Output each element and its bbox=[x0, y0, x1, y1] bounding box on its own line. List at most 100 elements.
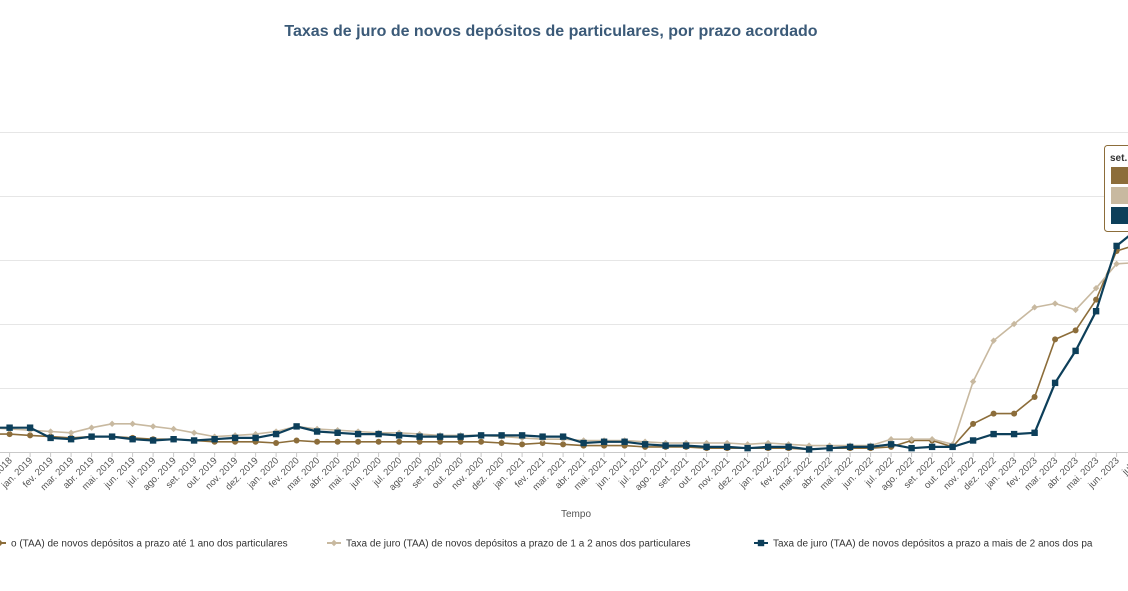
data-point bbox=[27, 432, 34, 439]
data-point bbox=[67, 429, 75, 436]
data-point bbox=[108, 433, 116, 440]
data-point bbox=[1031, 429, 1038, 436]
legend-label: Taxa de juro (TAA) de novos depósitos a … bbox=[773, 539, 1093, 550]
data-point bbox=[928, 436, 936, 443]
data-point bbox=[272, 430, 280, 438]
x-axis-title: Tempo bbox=[561, 509, 591, 520]
data-point bbox=[149, 437, 157, 444]
data-point bbox=[354, 430, 362, 438]
legend[interactable]: o (TAA) de novos depósitos a prazo até 1… bbox=[0, 539, 1093, 550]
data-point bbox=[1051, 379, 1059, 387]
data-point bbox=[375, 430, 382, 438]
data-point bbox=[641, 441, 649, 448]
series-layer bbox=[0, 235, 1128, 453]
data-point bbox=[129, 436, 136, 443]
data-point bbox=[928, 443, 936, 451]
legend-marker bbox=[0, 540, 2, 546]
data-point bbox=[6, 424, 13, 431]
data-point bbox=[26, 424, 34, 431]
data-point bbox=[970, 420, 977, 427]
data-point bbox=[1010, 320, 1018, 328]
data-point bbox=[47, 428, 54, 435]
data-point bbox=[457, 433, 464, 440]
data-point bbox=[1010, 430, 1018, 438]
legend-item-2[interactable]: Taxa de juro (TAA) de novos depósitos a … bbox=[327, 539, 690, 550]
data-point bbox=[969, 437, 977, 444]
data-point bbox=[437, 438, 444, 445]
data-point bbox=[518, 432, 526, 439]
legend-item-1[interactable]: o (TAA) de novos depósitos a prazo até 1… bbox=[0, 539, 288, 550]
data-point bbox=[1072, 306, 1079, 314]
data-point bbox=[375, 438, 382, 445]
data-point bbox=[498, 440, 505, 447]
data-point bbox=[682, 442, 690, 449]
data-point bbox=[170, 425, 177, 433]
data-point bbox=[47, 434, 54, 442]
data-point bbox=[334, 438, 341, 445]
gridlines bbox=[0, 132, 1128, 389]
data-point bbox=[990, 337, 997, 344]
data-point bbox=[108, 420, 116, 428]
data-point bbox=[293, 423, 300, 430]
data-point bbox=[1051, 300, 1059, 307]
data-point bbox=[764, 443, 772, 451]
data-point bbox=[1093, 296, 1100, 303]
data-point bbox=[744, 444, 751, 452]
data-point bbox=[949, 443, 956, 451]
data-point bbox=[395, 432, 403, 439]
data-point bbox=[313, 428, 321, 435]
data-point bbox=[826, 444, 833, 452]
data-point bbox=[785, 443, 792, 451]
data-point bbox=[334, 429, 341, 436]
chart-title: Taxas de juro de novos depósitos de part… bbox=[284, 23, 817, 40]
data-point bbox=[846, 443, 854, 451]
data-point bbox=[560, 441, 567, 448]
tooltip-swatch bbox=[1111, 207, 1128, 224]
data-point bbox=[519, 441, 526, 448]
series-3 bbox=[0, 235, 1128, 453]
data-point bbox=[498, 432, 505, 439]
series-line bbox=[0, 235, 1128, 451]
data-point bbox=[621, 438, 628, 445]
series-line bbox=[0, 246, 1128, 451]
data-point bbox=[580, 439, 587, 447]
data-point bbox=[723, 443, 731, 451]
data-point bbox=[887, 441, 895, 448]
data-point bbox=[67, 436, 75, 443]
legend-item-3[interactable]: Taxa de juro (TAA) de novos depósitos a … bbox=[754, 539, 1093, 550]
legend-marker bbox=[757, 539, 765, 547]
data-point bbox=[908, 436, 915, 443]
tooltip-swatch bbox=[1111, 187, 1128, 204]
data-point bbox=[867, 443, 874, 451]
data-point bbox=[1031, 304, 1038, 311]
tooltip: set. bbox=[1104, 145, 1128, 232]
legend-label: Taxa de juro (TAA) de novos depósitos a … bbox=[346, 539, 690, 550]
data-point bbox=[600, 438, 608, 445]
data-point bbox=[88, 433, 95, 440]
data-point bbox=[416, 433, 423, 440]
data-point bbox=[1031, 393, 1038, 400]
data-point bbox=[1092, 308, 1100, 315]
data-point bbox=[457, 438, 464, 445]
legend-label: o (TAA) de novos depósitos a prazo até 1… bbox=[11, 539, 288, 550]
data-point bbox=[149, 423, 157, 430]
data-point bbox=[703, 443, 710, 451]
series-2 bbox=[0, 260, 1128, 449]
series-line bbox=[0, 262, 1128, 447]
data-point bbox=[990, 430, 997, 438]
tooltip-swatch bbox=[1111, 167, 1128, 184]
data-point bbox=[1113, 242, 1120, 250]
data-point bbox=[908, 444, 915, 452]
data-point bbox=[1072, 347, 1079, 355]
data-point bbox=[6, 431, 13, 438]
data-point bbox=[88, 424, 95, 431]
data-point bbox=[231, 434, 239, 442]
data-point bbox=[129, 420, 136, 428]
x-tick-label: jul. 2 bbox=[1120, 455, 1128, 478]
data-point bbox=[1092, 284, 1100, 292]
data-point bbox=[293, 437, 300, 444]
tooltip-header: set. bbox=[1110, 153, 1127, 164]
data-point bbox=[190, 437, 198, 444]
data-point bbox=[170, 436, 177, 443]
